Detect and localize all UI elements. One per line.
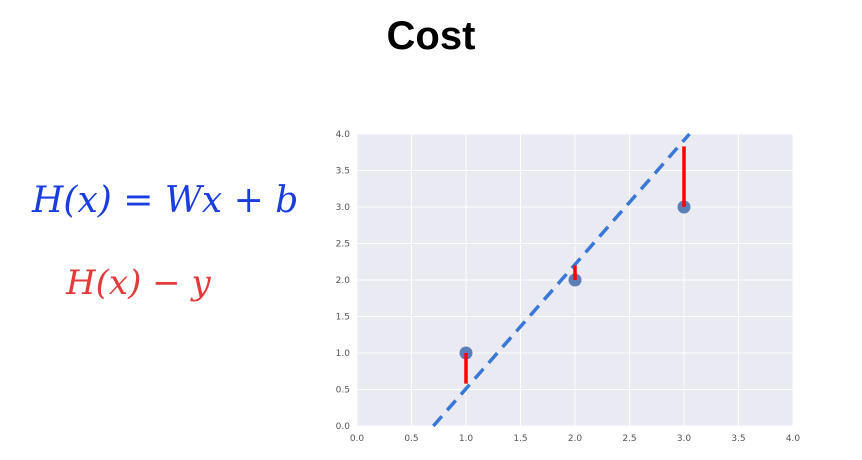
x-tick-label: 2.0 <box>568 434 583 444</box>
y-tick-label: 4.0 <box>336 130 351 140</box>
x-tick-label: 3.5 <box>731 434 745 444</box>
x-tick-label: 0.5 <box>404 434 418 444</box>
x-tick-label: 1.5 <box>513 434 527 444</box>
y-tick-label: 1.0 <box>336 349 351 359</box>
y-tick-label: 0.5 <box>336 386 350 396</box>
hypothesis-line-layer <box>431 132 691 428</box>
grid-lines <box>356 133 794 427</box>
y-tick-label: 1.5 <box>336 313 350 323</box>
x-tick-label: 2.5 <box>622 434 636 444</box>
y-tick-label: 3.5 <box>336 167 350 177</box>
y-tick-label: 0.0 <box>336 422 351 432</box>
hypothesis-line <box>431 132 691 428</box>
hypothesis-formula: H(x) = Wx + b <box>32 180 299 221</box>
page-title: Cost <box>386 14 476 58</box>
error-formula: H(x) − y <box>66 263 211 303</box>
y-tick-labels: 0.0 0.5 1.0 1.5 2.0 2.5 3.0 3.5 4.0 <box>336 130 351 432</box>
x-tick-labels: 0.0 0.5 1.0 1.5 2.0 2.5 3.0 3.5 4.0 <box>350 434 801 444</box>
y-tick-label: 2.0 <box>336 276 351 286</box>
x-tick-label: 1.0 <box>459 434 474 444</box>
x-tick-label: 3.0 <box>677 434 692 444</box>
residual-layer <box>464 146 686 384</box>
y-tick-label: 2.5 <box>336 240 350 250</box>
x-tick-label: 4.0 <box>786 434 801 444</box>
x-tick-label: 0.0 <box>350 434 365 444</box>
y-tick-label: 3.0 <box>336 203 351 213</box>
